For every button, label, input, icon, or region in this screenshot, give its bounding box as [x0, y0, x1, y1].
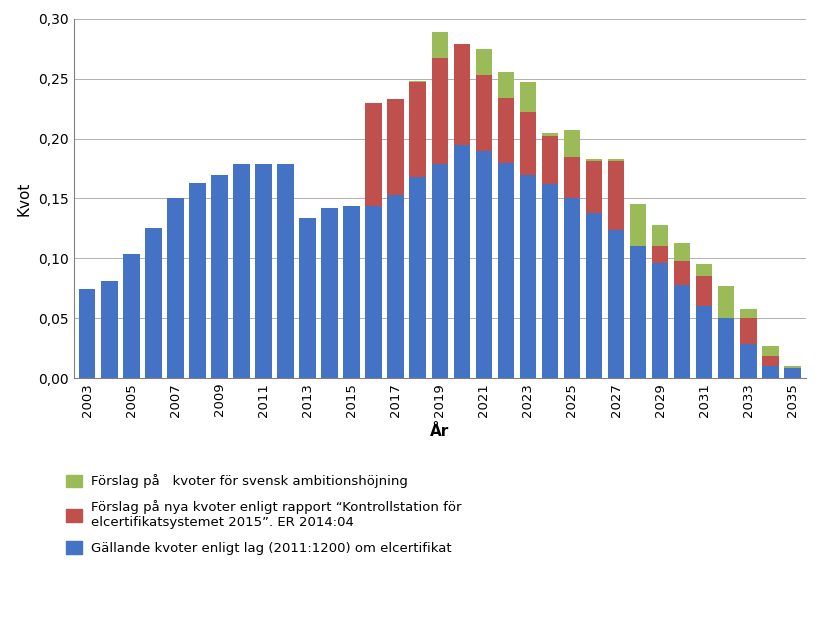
Bar — [652, 246, 668, 263]
Bar — [387, 195, 404, 378]
Bar — [476, 151, 492, 378]
Bar — [542, 132, 558, 136]
Bar — [432, 164, 448, 378]
Bar — [409, 83, 426, 177]
Bar — [520, 175, 536, 378]
Bar — [101, 281, 118, 378]
Bar — [674, 261, 690, 285]
Bar — [454, 144, 470, 378]
Bar — [586, 213, 603, 378]
Bar — [366, 205, 382, 378]
Legend: Förslag på   kvoter för svensk ambitionshöjning, Förslag på nya kvoter enligt ra: Förslag på kvoter för svensk ambitionshö… — [66, 474, 461, 555]
Bar — [432, 59, 448, 164]
Bar — [674, 243, 690, 261]
Bar — [520, 112, 536, 175]
Bar — [630, 246, 646, 378]
Bar — [497, 163, 514, 378]
Bar — [718, 318, 735, 378]
Bar — [123, 253, 140, 378]
Bar — [564, 130, 580, 156]
X-axis label: År: År — [430, 424, 450, 438]
Bar — [497, 98, 514, 163]
Y-axis label: Kvot: Kvot — [16, 181, 31, 215]
Bar — [696, 306, 713, 378]
Bar — [189, 183, 206, 378]
Bar — [564, 198, 580, 378]
Bar — [432, 32, 448, 59]
Bar — [607, 229, 625, 378]
Bar — [696, 265, 713, 276]
Bar — [409, 81, 426, 83]
Bar — [476, 75, 492, 151]
Bar — [233, 164, 250, 378]
Bar — [740, 318, 756, 345]
Bar — [255, 164, 272, 378]
Bar — [542, 136, 558, 184]
Bar — [145, 229, 162, 378]
Bar — [409, 177, 426, 378]
Bar — [497, 72, 514, 98]
Bar — [520, 83, 536, 112]
Bar — [652, 263, 668, 378]
Bar — [762, 366, 778, 378]
Bar — [321, 208, 338, 378]
Bar — [277, 164, 293, 378]
Bar — [784, 369, 801, 378]
Bar — [387, 99, 404, 195]
Bar — [674, 285, 690, 378]
Bar — [784, 366, 801, 369]
Bar — [740, 345, 756, 378]
Bar — [299, 217, 316, 378]
Bar — [740, 309, 756, 318]
Bar — [762, 357, 778, 366]
Bar — [344, 205, 360, 378]
Bar — [607, 159, 625, 161]
Bar — [79, 289, 95, 378]
Bar — [564, 156, 580, 198]
Bar — [630, 204, 646, 246]
Bar — [762, 346, 778, 357]
Bar — [696, 276, 713, 306]
Bar — [718, 286, 735, 318]
Bar — [476, 49, 492, 75]
Bar — [542, 184, 558, 378]
Bar — [586, 161, 603, 213]
Bar — [586, 159, 603, 161]
Bar — [607, 161, 625, 229]
Bar — [211, 175, 228, 378]
Bar — [454, 44, 470, 144]
Bar — [167, 198, 183, 378]
Bar — [652, 225, 668, 246]
Bar — [366, 103, 382, 205]
